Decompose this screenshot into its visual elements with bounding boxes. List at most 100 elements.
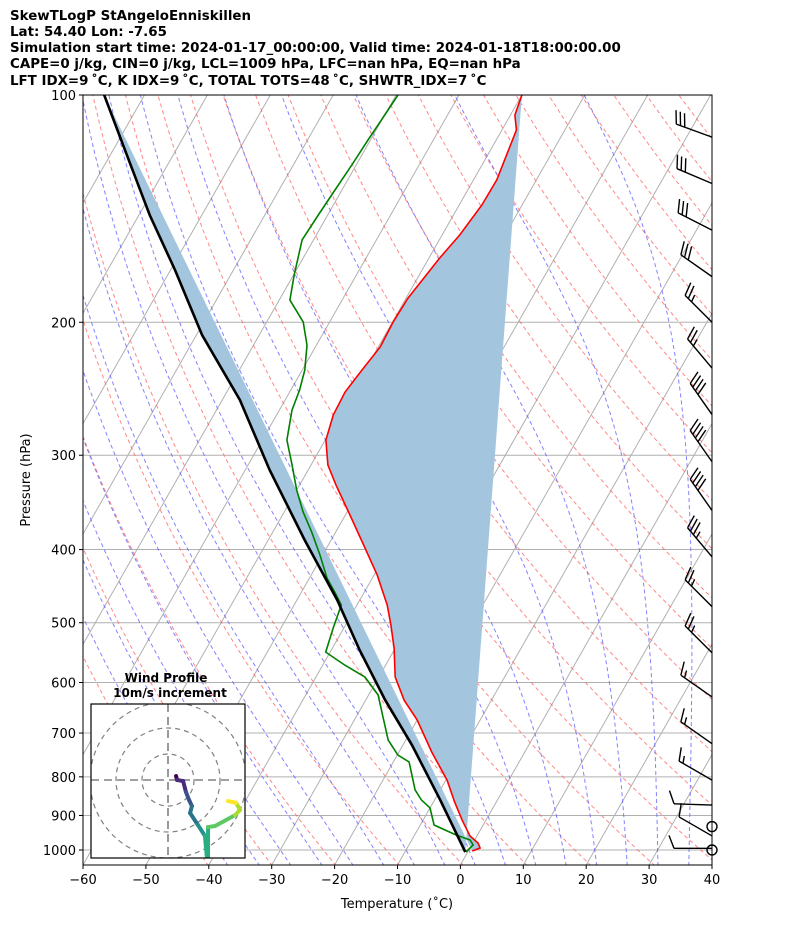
barb-staff — [680, 254, 713, 278]
y-tick-label: 1000 — [43, 844, 76, 859]
moist-adiabat — [83, 558, 260, 865]
isotherm-gridline — [83, 95, 334, 535]
hodograph-segment — [213, 813, 238, 829]
barb-flag — [692, 422, 702, 435]
time-line: Simulation start time: 2024-01-17_00:00:… — [10, 41, 621, 56]
dry-adiabat — [548, 95, 712, 316]
wind-barb — [676, 154, 713, 185]
isotherm-gridline — [83, 95, 208, 315]
barb-half-flag — [690, 625, 696, 633]
hodograph-segment — [188, 811, 200, 827]
barb-flag — [697, 429, 707, 443]
parcel-temperature-fill — [104, 95, 522, 852]
wind-barb — [680, 661, 713, 698]
barb-half-flag — [683, 670, 688, 678]
dry-adiabat — [678, 95, 712, 140]
barb-staff — [684, 579, 713, 608]
isotherm-gridline — [459, 422, 712, 865]
title-line: SkewTLogP StAngeloEnniskillen — [10, 9, 252, 24]
y-tick-label: 300 — [51, 449, 76, 464]
wind-barb — [668, 835, 712, 850]
barb-half-flag — [690, 294, 696, 303]
barb-staff — [687, 338, 713, 369]
dry-adiabat — [645, 95, 712, 183]
hodograph-title: Wind Profile — [125, 671, 208, 685]
barb-staff — [678, 816, 713, 837]
wind-barb — [689, 371, 713, 415]
barb-flag — [694, 426, 704, 439]
barb-flag — [678, 747, 682, 762]
barb-flag — [668, 835, 675, 849]
barb-flag — [678, 803, 682, 818]
dry-adiabat — [711, 95, 712, 97]
wind-barb — [678, 803, 713, 837]
barb-staff — [684, 625, 713, 654]
barb-staff — [687, 527, 713, 558]
dry-adiabat — [417, 95, 712, 502]
barb-flag — [686, 515, 695, 529]
hodograph-inset: Wind Profile 10m/s increment — [90, 671, 246, 859]
isotherm-gridline — [585, 643, 712, 865]
isotherm-gridline — [83, 95, 397, 646]
barb-staff — [673, 803, 713, 806]
x-tick-label: 10 — [515, 873, 532, 888]
y-tick-label: 400 — [51, 544, 76, 559]
wind-barb — [680, 708, 713, 745]
x-tick-label: −50 — [132, 873, 159, 888]
isotherm-gridline — [0, 95, 19, 866]
wind-barb — [686, 326, 713, 369]
barb-flag — [694, 378, 704, 392]
cape-line: CAPE=0 j/kg, CIN=0 j/kg, LCL=1009 hPa, L… — [10, 57, 521, 72]
barb-flag — [689, 418, 699, 431]
barb-staff — [680, 674, 713, 698]
wind-barb — [684, 612, 713, 654]
barb-flag — [687, 616, 695, 630]
x-axis: −60 −50 −40 −30 −20 −10 0 10 20 30 40 — [69, 865, 720, 888]
moist-adiabat — [355, 95, 628, 865]
moist-adiabat — [83, 206, 415, 865]
y-tick-label: 500 — [51, 617, 76, 632]
barb-flag — [689, 518, 698, 532]
profiles — [102, 95, 523, 853]
barb-flag — [697, 478, 707, 491]
barb-flag — [677, 198, 681, 213]
barb-flag — [680, 661, 685, 676]
parcel-line — [102, 95, 467, 853]
barb-flag — [668, 790, 675, 804]
barb-flag — [687, 246, 693, 261]
barb-staff — [689, 478, 713, 511]
barb-flag — [692, 375, 702, 388]
x-tick-label: −20 — [321, 873, 348, 888]
moist-adiabat — [223, 95, 567, 865]
barb-staff — [680, 721, 713, 745]
y-axis: 100 200 300 400 500 600 700 800 900 1000 — [43, 89, 83, 859]
barb-flag — [694, 474, 704, 488]
dry-adiabat — [744, 95, 794, 866]
barb-flag — [684, 612, 692, 627]
isotherm-gridline — [648, 753, 712, 865]
barb-flag — [681, 200, 685, 215]
wind-barb — [684, 282, 713, 323]
y-tick-label: 700 — [51, 727, 76, 742]
wind-barbs — [668, 110, 718, 856]
isotherm-gridline — [522, 532, 712, 865]
x-tick-label: −30 — [258, 873, 285, 888]
isotherm-gridline — [711, 863, 712, 865]
barb-flag — [689, 371, 699, 384]
barb-flag — [692, 522, 701, 535]
wind-barb — [689, 467, 713, 511]
y-axis-label: Pressure (hPa) — [19, 433, 34, 526]
barb-flag — [684, 282, 692, 296]
hodograph-segment — [226, 799, 239, 805]
moist-adiabat — [720, 95, 743, 866]
isotherm-gridline — [83, 95, 271, 425]
dry-adiabat — [83, 318, 400, 865]
barb-flag — [687, 285, 695, 299]
barb-flag — [680, 708, 685, 723]
barb-staff — [678, 760, 713, 781]
barb-staff — [689, 430, 713, 463]
wind-barb — [675, 110, 713, 138]
barb-flag — [687, 569, 695, 584]
dry-adiabat — [255, 95, 712, 753]
dry-adiabat — [92, 95, 528, 865]
